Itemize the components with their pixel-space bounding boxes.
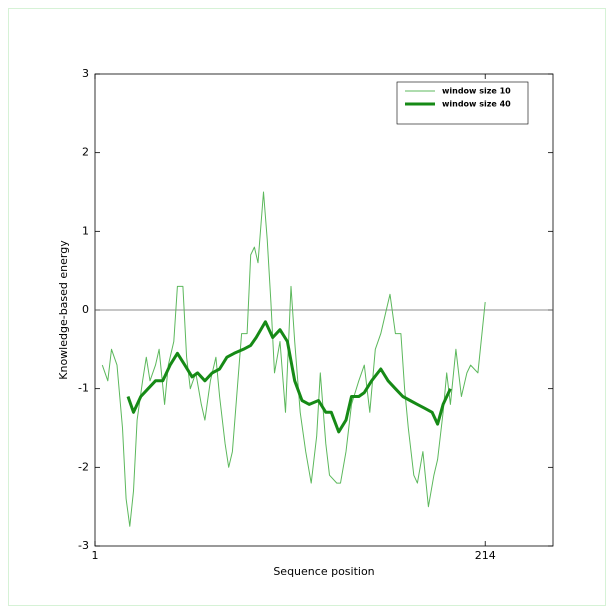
y-tick-label: -2: [78, 460, 89, 473]
data-line: [101, 191, 486, 527]
x-tick-label: 1: [92, 549, 99, 562]
y-tick-label: 3: [82, 67, 89, 80]
data-line: [126, 320, 452, 434]
y-axis-label: Knowledge-based energy: [57, 240, 70, 380]
x-tick-label: 214: [475, 549, 496, 562]
y-tick-label: -3: [78, 539, 89, 552]
y-tick-label: 1: [82, 224, 89, 237]
y-tick-label: 2: [82, 146, 89, 159]
x-axis-label: Sequence position: [273, 565, 374, 578]
legend-label: window size 40: [442, 100, 511, 109]
legend-label: window size 10: [442, 87, 511, 96]
y-tick-label: 0: [82, 303, 89, 316]
y-tick-label: -1: [78, 382, 89, 395]
